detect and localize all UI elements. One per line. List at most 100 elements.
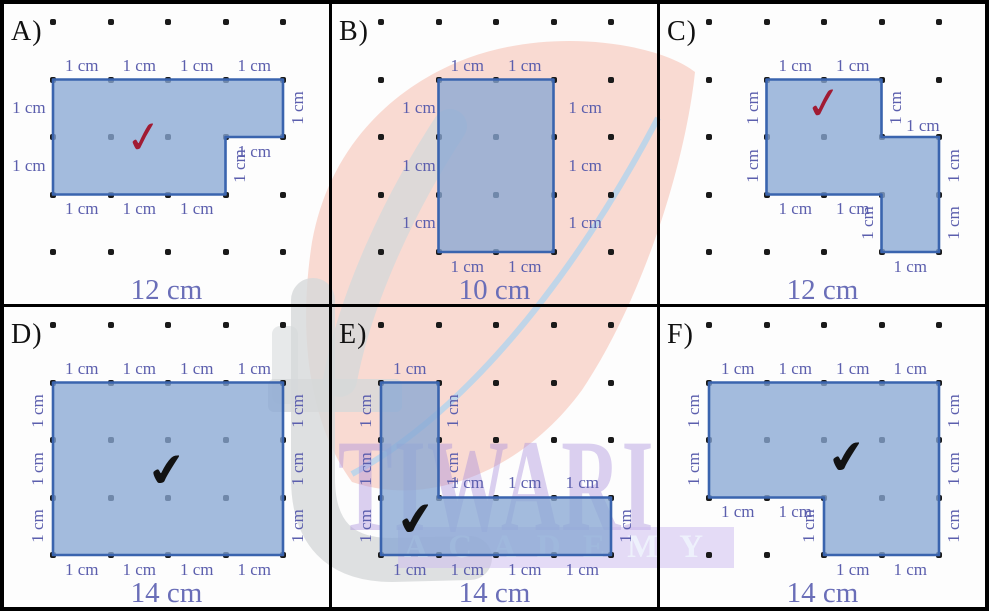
shape-canvas (707, 381, 941, 557)
edge-label: 1 cm (943, 206, 963, 241)
grid-dot (222, 322, 229, 328)
edge-label: 1 cm (778, 199, 813, 219)
edge-label: 1 cm (12, 98, 46, 118)
grid-dot (50, 249, 56, 255)
grid-dot (107, 19, 114, 25)
edge-label: 1 cm (893, 559, 928, 579)
edge-label: 1 cm (443, 394, 463, 429)
shape-polygon (707, 381, 941, 557)
edge-label: 1 cm (402, 213, 436, 233)
edge-label: 1 cm (507, 55, 542, 75)
grid-dot (706, 322, 712, 328)
grid-dot (280, 191, 286, 198)
shape-canvas (765, 78, 941, 254)
edge-label: 1 cm (450, 55, 485, 75)
grid-dot (222, 249, 229, 255)
grid-dot (821, 322, 827, 328)
panel-letter: B) (339, 16, 369, 47)
edge-label: 1 cm (28, 451, 48, 486)
edge-label: 1 cm (122, 55, 157, 75)
edge-label: 1 cm (237, 358, 272, 378)
shape-polygon (51, 381, 285, 557)
grid-dot (821, 19, 827, 25)
edge-label: 1 cm (778, 55, 813, 75)
edge-label: 1 cm (64, 559, 99, 579)
shape-canvas (51, 381, 285, 557)
grid-dot (706, 19, 712, 25)
grid-dot (280, 322, 286, 328)
edge-label: 1 cm (742, 148, 762, 183)
edge-label: 1 cm (742, 91, 762, 126)
panel-content: 1 cm 1 cm 1 cm 1 cm 1 cm 1 cm 1 cm 1 cm 1 cm 1 cm… (4, 307, 329, 607)
grid-dot (936, 19, 942, 25)
edge-label: 1 cm (356, 509, 376, 544)
grid-dot (936, 76, 942, 83)
edge-label: 1 cm (402, 98, 436, 118)
panel-c: C) 1 cm 1 cm 1 cm 1 cm 1 cm 1 cm 1 cm 1 cm 1 cm 1… (660, 4, 985, 306)
edge-label: 1 cm (356, 451, 376, 486)
edge-label: 1 cm (287, 451, 307, 486)
edge-label: 1 cm (287, 394, 307, 429)
grid-dot (608, 19, 614, 25)
edge-label: 1 cm (568, 98, 602, 118)
grid-dot (280, 249, 286, 255)
panel-content: 1 cm 1 cm 1 cm 1 cm 1 cm 1 cm 1 cm 1 cm 1 cm 1 cm… (4, 4, 329, 304)
panel-letter: A) (11, 16, 43, 47)
edge-label: 1 cm (568, 155, 602, 175)
grid-dot (50, 322, 56, 328)
shape-canvas (437, 78, 555, 254)
edge-label: 1 cm (12, 155, 46, 175)
edge-label: 1 cm (28, 394, 48, 429)
checkmark-icon: ✓ (802, 76, 846, 132)
grid-dot (222, 19, 229, 25)
shape-polygon (51, 78, 285, 196)
edge-label: 1 cm (684, 394, 704, 429)
grid-dot (763, 322, 770, 328)
edge-label: 1 cm (392, 358, 427, 378)
edge-label: 1 cm (402, 155, 436, 175)
grid-dot (763, 552, 770, 558)
edge-label: 1 cm (615, 509, 635, 544)
edge-label: 1 cm (64, 199, 99, 219)
edge-label: 1 cm (943, 509, 963, 544)
grid-dot (706, 249, 712, 255)
panel-d: D) 1 cm 1 cm 1 cm 1 cm 1 cm 1 cm 1 cm 1 cm 1 cm 1… (4, 307, 329, 609)
grid-dot (165, 322, 171, 328)
edge-label: 1 cm (122, 559, 157, 579)
edge-label: 1 cm (237, 141, 272, 161)
perimeter-total: 14 cm (130, 577, 203, 609)
panel-letter: C) (667, 16, 697, 47)
grid-dot (435, 19, 442, 25)
checkmark-icon: ✔ (144, 440, 190, 500)
panel-letter: E) (339, 319, 368, 350)
edge-label: 1 cm (28, 509, 48, 544)
grid-dot (706, 191, 712, 198)
grid-dot (763, 249, 770, 255)
checkmark-icon: ✓ (122, 110, 166, 166)
panel-a: A) 1 cm 1 cm 1 cm 1 cm 1 cm 1 cm 1 cm 1 cm 1 cm 1… (4, 4, 329, 306)
grid-dot (763, 19, 770, 25)
shape-canvas (51, 78, 285, 196)
grid-dot (107, 249, 114, 255)
edge-label: 1 cm (778, 502, 813, 522)
panel-content: 1 cm 1 cm 1 cm 1 cm 1 cm 1 cm 1 cm 1 cm 1 cm 1 cm… (332, 307, 657, 607)
grid-dot (936, 322, 942, 328)
grid-dot (50, 19, 56, 25)
grid-dot (280, 19, 286, 25)
checkmark-icon: ✔ (393, 489, 439, 549)
edge-label: 1 cm (122, 199, 157, 219)
panel-content: 1 cm 1 cm 1 cm 1 cm 1 cm 1 cm 1 cm 1 cm 1 cm 1 cm… (660, 307, 985, 607)
grid-dot (878, 322, 885, 328)
edge-label: 1 cm (835, 358, 870, 378)
perimeter-total: 12 cm (130, 274, 203, 306)
edge-label: 1 cm (356, 394, 376, 429)
perimeter-total: 14 cm (458, 577, 531, 609)
edge-label: 1 cm (64, 358, 99, 378)
panel-letter: F) (667, 319, 694, 350)
edge-label: 1 cm (778, 358, 813, 378)
panel-content: 1 cm 1 cm 1 cm 1 cm 1 cm 1 cm 1 cm 1 cm 1 cm 1 cm… (660, 4, 985, 304)
edge-label: 1 cm (857, 206, 877, 241)
edge-label: 1 cm (122, 358, 157, 378)
edge-label: 1 cm (906, 115, 940, 135)
edge-label: 1 cm (450, 472, 485, 492)
